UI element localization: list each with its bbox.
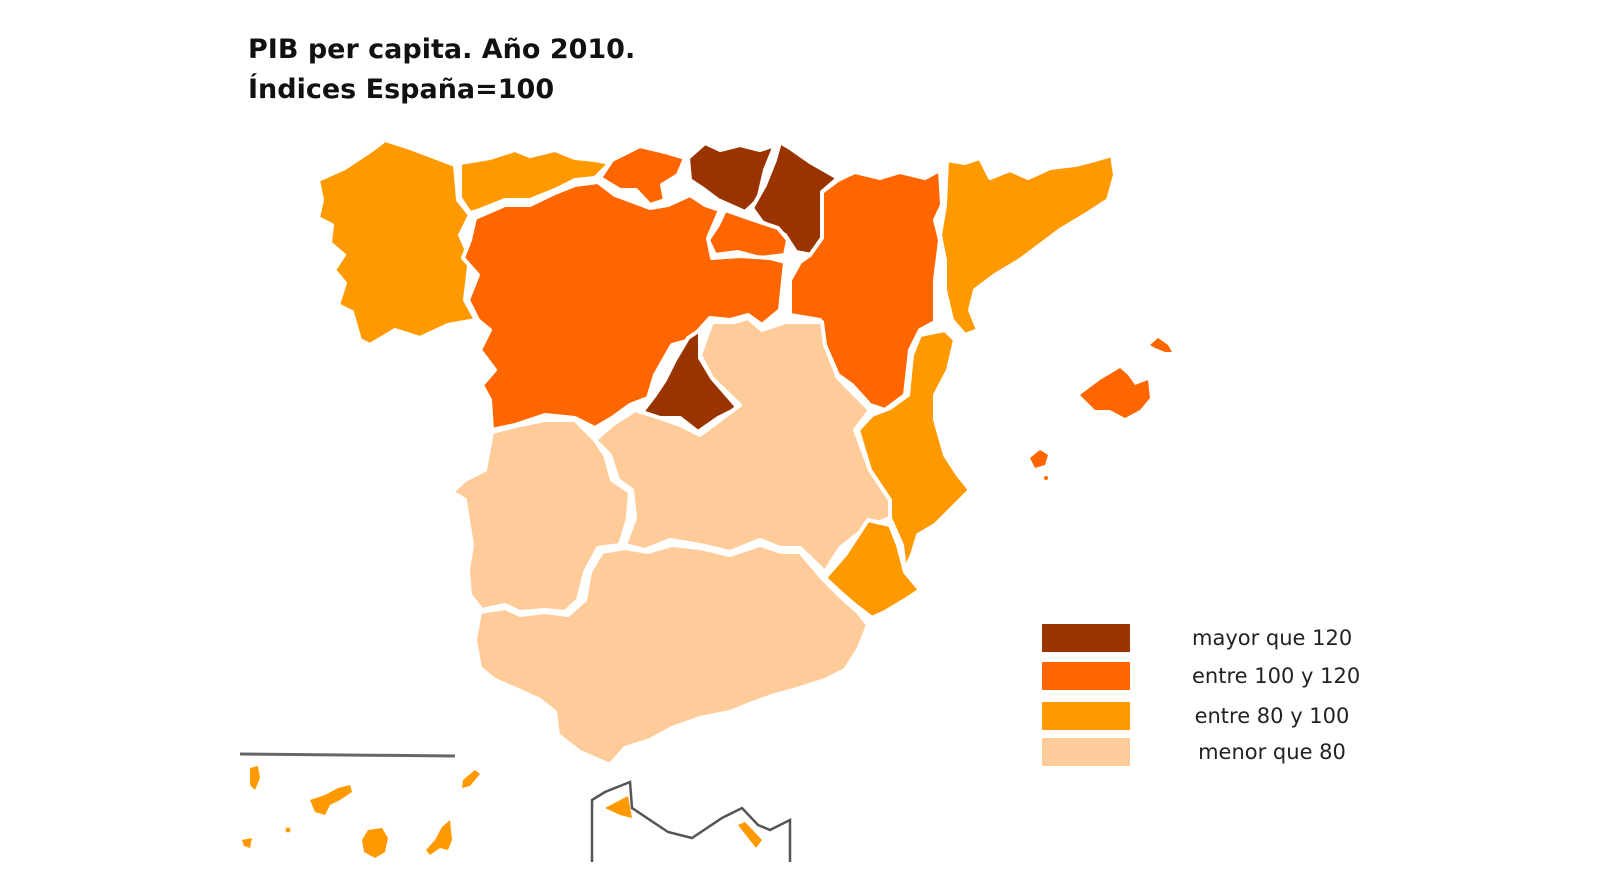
map-title: PIB per capita. Año 2010. Índices España…	[248, 30, 635, 110]
region-galicia[interactable]	[316, 138, 478, 347]
legend-swatch	[1042, 662, 1130, 690]
legend-swatch	[1042, 702, 1130, 730]
region-castilla-la-mancha[interactable]	[593, 316, 892, 574]
legend-label: mayor que 120	[1192, 626, 1353, 650]
region-andalucia[interactable]	[473, 543, 870, 767]
region-canarias[interactable]	[242, 766, 480, 858]
legend-label: entre 80 y 100	[1194, 704, 1350, 728]
canarias-inset-divider	[239, 752, 456, 758]
region-valenciana[interactable]	[856, 328, 972, 572]
region-murcia[interactable]	[823, 518, 922, 620]
region-cataluna[interactable]	[938, 153, 1117, 337]
legend-label: menor que 80	[1198, 740, 1346, 764]
region-asturias[interactable]	[458, 148, 612, 215]
region-extremadura[interactable]	[450, 418, 632, 614]
region-melilla[interactable]	[738, 822, 762, 848]
legend-swatch	[1042, 738, 1130, 766]
legend-label: entre 100 y 120	[1192, 664, 1361, 688]
region-cantabria[interactable]	[598, 144, 687, 207]
title-line-2: Índices España=100	[248, 74, 555, 105]
ceuta-melilla-inset-frame	[590, 780, 792, 862]
title-line-1: PIB per capita. Año 2010.	[248, 34, 636, 65]
region-pais-vasco[interactable]	[686, 141, 777, 214]
region-illes-balears[interactable]	[1030, 338, 1172, 480]
legend-swatch	[1042, 624, 1130, 652]
region-ceuta[interactable]	[605, 796, 632, 818]
